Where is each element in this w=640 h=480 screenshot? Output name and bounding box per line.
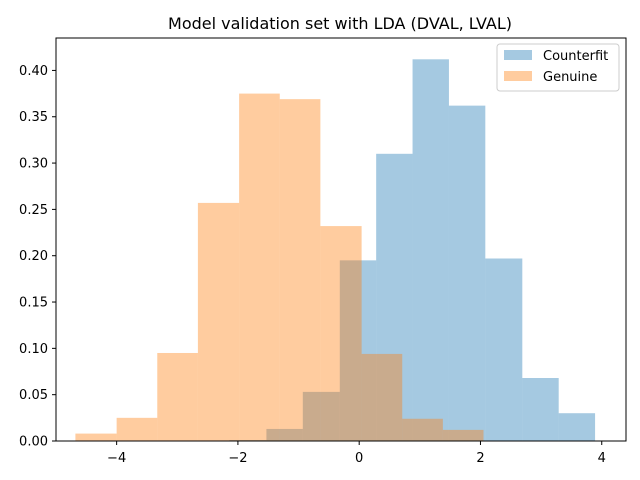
plot-frame (55, 37, 627, 442)
bar-counterfit-6 (448, 105, 486, 441)
x-tick-label: 4 (598, 451, 606, 466)
legend-swatch-counterfit (504, 50, 532, 60)
x-tick-label: −4 (107, 451, 126, 466)
x-tick-label: 2 (476, 451, 484, 466)
bar-counterfit-1 (266, 428, 303, 441)
legend-label-counterfit: Counterfit (543, 49, 608, 64)
bar-genuine-2 (157, 352, 198, 441)
bar-counterfit-7 (485, 258, 523, 441)
y-tick-label: 0.15 (19, 296, 48, 311)
y-tick-label: 0.30 (19, 157, 48, 172)
bar-genuine-3 (197, 202, 240, 441)
bar-counterfit-2 (302, 391, 340, 441)
y-tick-label: 0.00 (19, 435, 48, 450)
y-tick-label: 0.25 (19, 203, 48, 218)
chart-title: Model validation set with LDA (DVAL, LVA… (168, 14, 512, 33)
bar-genuine-1 (116, 417, 158, 441)
bar-genuine-5 (279, 99, 321, 441)
legend-label-genuine: Genuine (543, 70, 597, 85)
y-axis: 0.00 0.05 0.10 0.15 0.20 0.25 0.30 0.35 0.40 (19, 64, 56, 450)
bar-genuine-7 (361, 353, 403, 441)
legend-swatch-genuine (504, 71, 532, 81)
bar-genuine-8 (402, 418, 443, 441)
bar-genuine-0 (75, 433, 117, 441)
bar-counterfit-5 (412, 59, 449, 441)
x-tick-label: −2 (228, 451, 247, 466)
y-tick-label: 0.10 (19, 342, 48, 357)
bar-genuine-6 (320, 226, 362, 441)
bar-genuine-4 (239, 93, 280, 441)
bar-counterfit-8 (522, 378, 559, 441)
y-tick-label: 0.35 (19, 110, 48, 125)
legend-box (496, 43, 620, 92)
bar-genuine-9 (442, 429, 484, 441)
y-tick-label: 0.20 (19, 249, 48, 264)
bars-layer (75, 59, 596, 441)
y-tick-label: 0.05 (19, 388, 48, 403)
bar-counterfit-3 (339, 260, 377, 441)
x-axis: −4 −2 0 2 4 (107, 441, 606, 466)
bar-counterfit-4 (376, 153, 413, 441)
y-tick-label: 0.40 (19, 64, 48, 79)
legend: Counterfit Genuine (496, 43, 620, 92)
x-tick-label: 0 (355, 451, 363, 466)
bar-counterfit-9 (558, 413, 596, 441)
